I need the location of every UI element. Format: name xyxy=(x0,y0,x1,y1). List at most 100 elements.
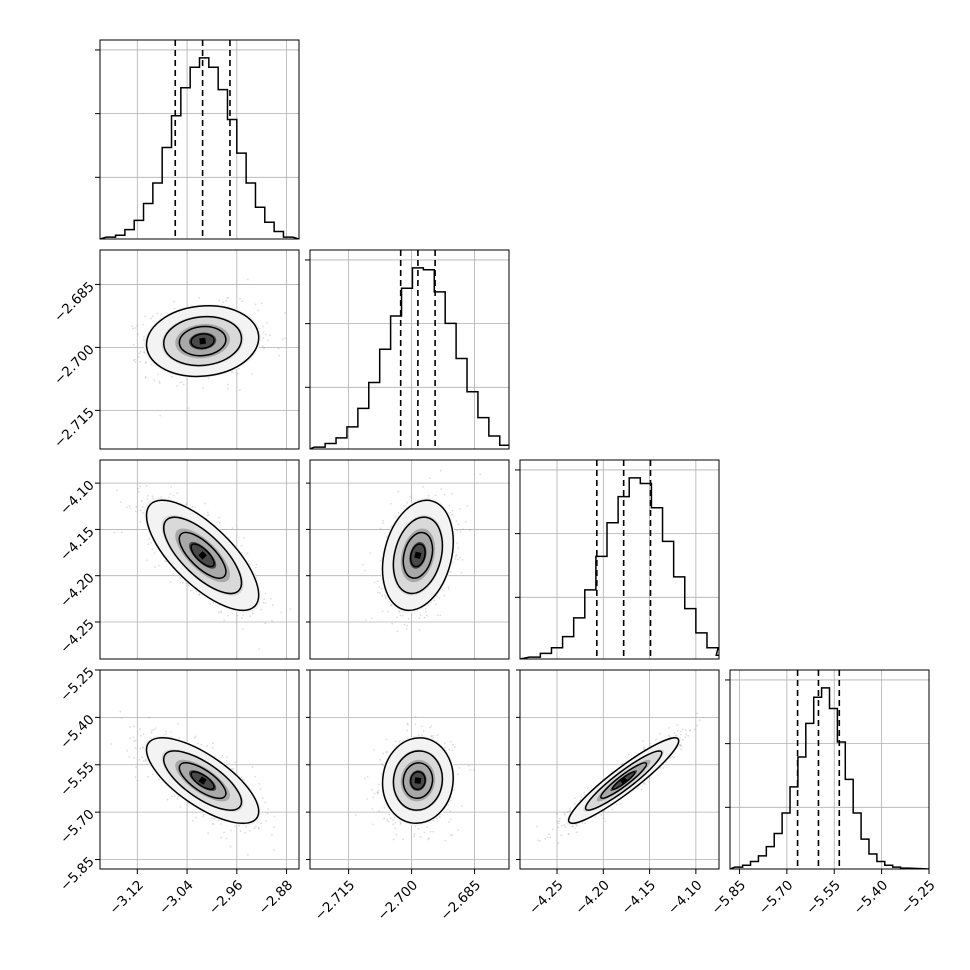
sample-point xyxy=(407,723,409,726)
sample-point xyxy=(433,599,436,602)
sample-point xyxy=(457,547,460,550)
hist-plot-area xyxy=(100,40,299,239)
sample-point xyxy=(207,377,210,380)
sample-point xyxy=(135,739,137,742)
sample-point xyxy=(267,808,270,810)
sample-point xyxy=(448,820,450,823)
sample-point xyxy=(443,594,446,597)
sample-point xyxy=(263,598,266,600)
sample-point xyxy=(382,752,384,755)
sample-point xyxy=(158,380,161,383)
sample-point xyxy=(223,619,226,622)
sample-point xyxy=(456,542,459,544)
sample-point xyxy=(134,776,137,779)
hist-plot-area xyxy=(730,670,929,869)
sample-point xyxy=(182,581,184,584)
sample-point xyxy=(265,333,267,336)
sample-point xyxy=(141,506,144,508)
sample-point xyxy=(413,835,416,838)
sample-point xyxy=(142,747,144,749)
sample-point xyxy=(406,624,408,627)
sample-point xyxy=(257,309,260,312)
scatter-panel-4-2 xyxy=(306,669,510,870)
sample-point xyxy=(244,832,247,834)
sample-point xyxy=(434,494,437,497)
sample-point xyxy=(185,502,188,505)
sample-point xyxy=(251,373,253,375)
sample-point xyxy=(262,337,265,339)
hist-frame xyxy=(99,39,300,240)
sample-point xyxy=(413,833,416,835)
sample-point xyxy=(168,496,170,499)
sample-point xyxy=(171,375,174,378)
sample-point xyxy=(241,628,244,631)
sample-point xyxy=(132,327,134,330)
sample-point xyxy=(366,798,369,800)
sample-point xyxy=(91,339,93,341)
sample-point xyxy=(198,594,200,596)
density-fill xyxy=(143,304,262,379)
sample-point xyxy=(396,630,399,633)
y-tick-label: −2.715 xyxy=(51,405,98,452)
sample-point xyxy=(426,614,428,617)
sample-point xyxy=(227,296,230,299)
sample-point xyxy=(364,777,366,780)
sample-point xyxy=(403,623,406,626)
sample-point xyxy=(231,767,233,770)
sample-point xyxy=(423,616,426,619)
sample-point xyxy=(197,742,199,745)
sample-point xyxy=(254,775,256,778)
sample-point xyxy=(145,361,147,363)
sample-point xyxy=(119,710,122,713)
sample-point xyxy=(240,544,243,547)
sample-point xyxy=(177,722,180,725)
sample-point xyxy=(263,347,265,350)
sample-point xyxy=(620,803,622,805)
sample-point xyxy=(451,492,453,495)
sample-point xyxy=(113,531,116,534)
sample-point xyxy=(398,611,401,613)
sample-point xyxy=(139,350,142,353)
sample-point xyxy=(201,387,204,390)
sample-point xyxy=(373,581,376,584)
hist-step-line xyxy=(310,267,509,449)
sample-point xyxy=(679,733,682,736)
sample-point xyxy=(132,359,135,362)
sample-point xyxy=(385,738,388,741)
sample-point xyxy=(398,740,401,743)
sample-point xyxy=(461,805,463,807)
sample-point xyxy=(234,761,236,764)
sample-point xyxy=(136,324,138,327)
sample-point xyxy=(381,610,384,613)
sample-point xyxy=(213,817,216,820)
y-tick-label: −5.55 xyxy=(57,759,98,800)
sample-point xyxy=(137,490,140,493)
y-tick-label: −2.700 xyxy=(51,342,98,389)
sample-point xyxy=(376,792,379,795)
sample-point xyxy=(251,766,254,768)
sample-point xyxy=(383,807,386,809)
sample-point xyxy=(479,473,482,476)
sample-point xyxy=(422,730,425,732)
sample-point xyxy=(439,816,441,819)
scatter-plot-area xyxy=(520,670,719,869)
sample-point xyxy=(363,569,366,572)
contour-line xyxy=(402,531,434,579)
sample-point xyxy=(361,563,364,566)
sample-point xyxy=(448,504,451,507)
sample-point xyxy=(266,322,268,324)
sample-point xyxy=(240,776,243,779)
sample-point xyxy=(460,571,463,574)
sample-point xyxy=(140,500,143,502)
sample-point xyxy=(145,763,148,766)
sample-point xyxy=(271,619,273,622)
sample-point xyxy=(251,612,254,615)
sample-point xyxy=(382,522,384,524)
sample-point xyxy=(217,819,220,822)
sample-point xyxy=(137,356,140,359)
sample-point xyxy=(430,735,433,737)
sample-point xyxy=(449,740,452,743)
sample-point xyxy=(136,333,139,336)
contours xyxy=(381,499,454,612)
sample-point xyxy=(139,360,141,363)
